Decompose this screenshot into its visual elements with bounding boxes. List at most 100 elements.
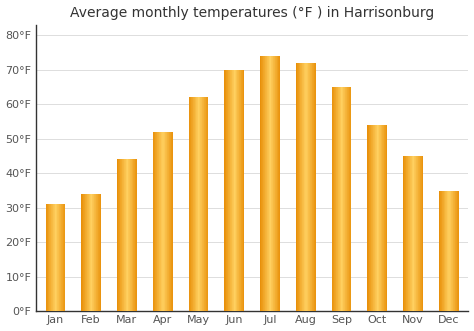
Bar bbox=[172, 132, 173, 311]
Bar bbox=[46, 204, 47, 311]
Bar bbox=[157, 132, 158, 311]
Bar bbox=[455, 191, 456, 311]
Bar bbox=[196, 97, 197, 311]
Bar bbox=[100, 194, 101, 311]
Bar bbox=[92, 194, 93, 311]
Bar bbox=[456, 191, 457, 311]
Bar bbox=[117, 160, 118, 311]
Bar bbox=[166, 132, 167, 311]
Bar bbox=[129, 160, 130, 311]
Bar bbox=[310, 63, 311, 311]
Bar bbox=[339, 87, 340, 311]
Bar bbox=[48, 204, 49, 311]
Bar bbox=[119, 160, 120, 311]
Bar bbox=[304, 63, 305, 311]
Bar bbox=[338, 87, 339, 311]
Bar bbox=[297, 63, 298, 311]
Bar bbox=[59, 204, 60, 311]
Bar bbox=[414, 156, 415, 311]
Bar bbox=[240, 70, 241, 311]
Bar bbox=[404, 156, 405, 311]
Bar bbox=[52, 204, 53, 311]
Bar bbox=[156, 132, 157, 311]
Bar bbox=[189, 97, 190, 311]
Bar bbox=[132, 160, 133, 311]
Bar bbox=[275, 56, 276, 311]
Bar bbox=[314, 63, 315, 311]
Bar bbox=[197, 97, 198, 311]
Bar bbox=[64, 204, 65, 311]
Bar bbox=[385, 125, 386, 311]
Bar bbox=[298, 63, 299, 311]
Bar bbox=[231, 70, 232, 311]
Bar bbox=[198, 97, 199, 311]
Bar bbox=[421, 156, 422, 311]
Bar bbox=[121, 160, 122, 311]
Bar bbox=[264, 56, 265, 311]
Bar bbox=[263, 56, 264, 311]
Bar bbox=[227, 70, 228, 311]
Bar bbox=[443, 191, 444, 311]
Bar bbox=[155, 132, 156, 311]
Bar bbox=[124, 160, 125, 311]
Bar bbox=[405, 156, 406, 311]
Bar bbox=[195, 97, 196, 311]
Bar bbox=[127, 160, 128, 311]
Bar bbox=[453, 191, 454, 311]
Bar bbox=[309, 63, 310, 311]
Bar bbox=[204, 97, 205, 311]
Bar bbox=[445, 191, 446, 311]
Bar bbox=[337, 87, 338, 311]
Bar bbox=[413, 156, 414, 311]
Bar bbox=[271, 56, 272, 311]
Bar bbox=[236, 70, 237, 311]
Bar bbox=[440, 191, 441, 311]
Bar bbox=[190, 97, 191, 311]
Bar bbox=[122, 160, 123, 311]
Bar bbox=[412, 156, 413, 311]
Bar bbox=[97, 194, 98, 311]
Bar bbox=[344, 87, 345, 311]
Bar bbox=[382, 125, 383, 311]
Bar bbox=[49, 204, 50, 311]
Bar bbox=[54, 204, 55, 311]
Bar bbox=[126, 160, 127, 311]
Bar bbox=[99, 194, 100, 311]
Bar bbox=[243, 70, 244, 311]
Bar bbox=[233, 70, 234, 311]
Bar bbox=[163, 132, 164, 311]
Bar bbox=[307, 63, 308, 311]
Bar bbox=[272, 56, 273, 311]
Bar bbox=[169, 132, 170, 311]
Bar bbox=[457, 191, 458, 311]
Bar bbox=[171, 132, 172, 311]
Bar bbox=[202, 97, 203, 311]
Bar bbox=[452, 191, 453, 311]
Bar bbox=[266, 56, 267, 311]
Bar bbox=[96, 194, 97, 311]
Bar bbox=[369, 125, 370, 311]
Bar bbox=[273, 56, 274, 311]
Bar bbox=[300, 63, 301, 311]
Bar bbox=[333, 87, 334, 311]
Bar bbox=[410, 156, 411, 311]
Bar bbox=[302, 63, 303, 311]
Bar bbox=[345, 87, 346, 311]
Bar bbox=[376, 125, 377, 311]
Bar bbox=[274, 56, 275, 311]
Bar bbox=[265, 56, 266, 311]
Bar bbox=[377, 125, 378, 311]
Bar bbox=[88, 194, 89, 311]
Bar bbox=[444, 191, 445, 311]
Bar bbox=[225, 70, 226, 311]
Bar bbox=[165, 132, 166, 311]
Bar bbox=[123, 160, 124, 311]
Bar bbox=[84, 194, 85, 311]
Bar bbox=[335, 87, 336, 311]
Bar bbox=[229, 70, 230, 311]
Bar bbox=[372, 125, 373, 311]
Bar bbox=[261, 56, 262, 311]
Bar bbox=[332, 87, 333, 311]
Bar bbox=[86, 194, 87, 311]
Bar bbox=[260, 56, 261, 311]
